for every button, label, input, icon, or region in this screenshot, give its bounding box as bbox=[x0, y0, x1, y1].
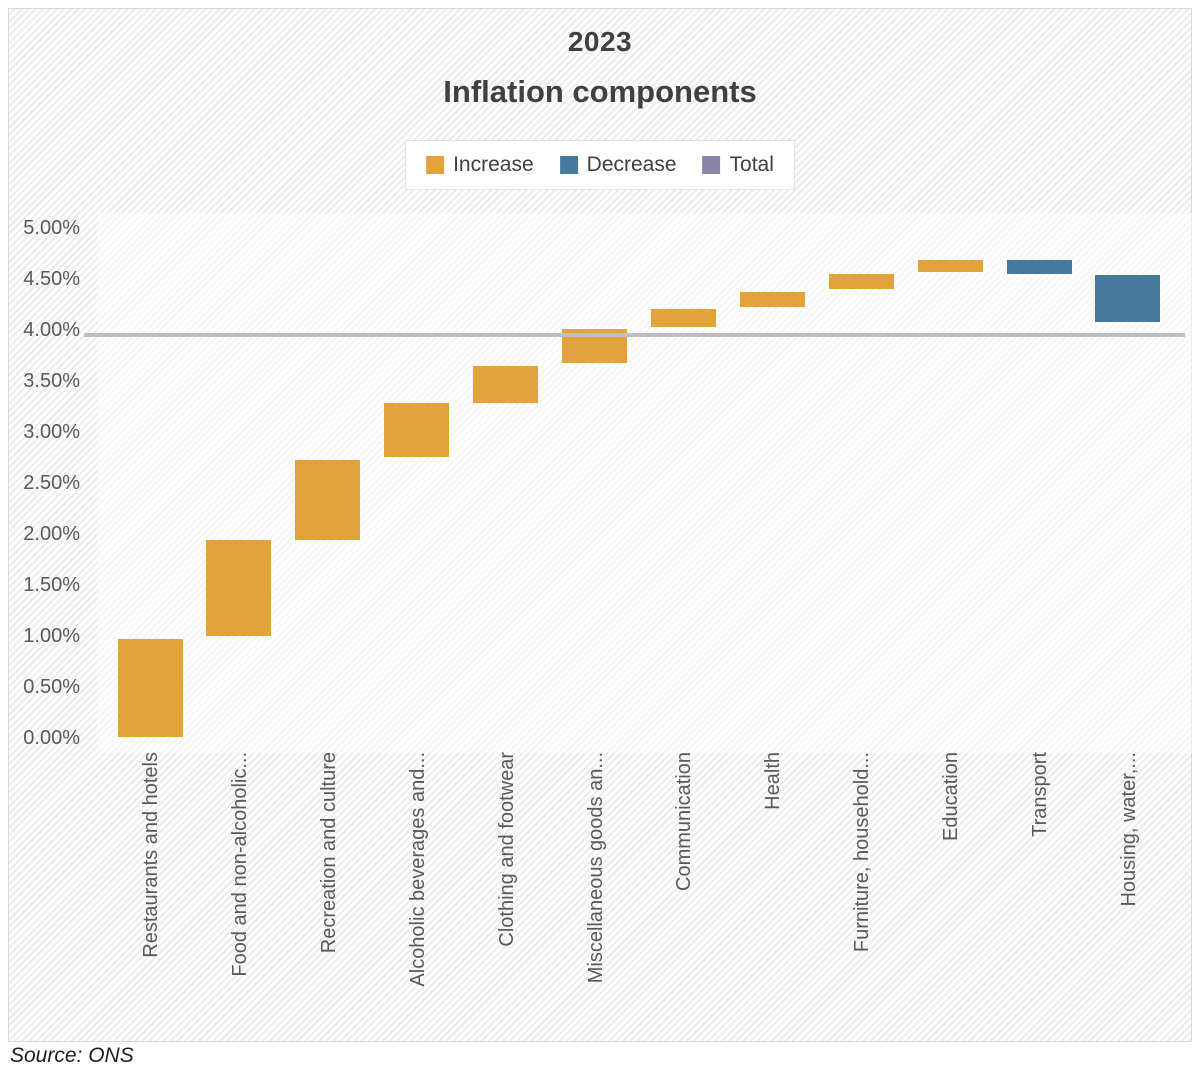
y-axis-tick-label: 0.50% bbox=[23, 676, 80, 698]
x-axis-label-communication: Communication bbox=[673, 752, 696, 891]
waterfall-bar-food-and-non-alcoholic bbox=[206, 540, 272, 636]
x-axis-label-miscellaneous-goods-an: Miscellaneous goods an... bbox=[584, 752, 607, 984]
source-caption: Source: ONS bbox=[10, 1044, 134, 1067]
legend-label-total: Total bbox=[729, 153, 774, 176]
legend-label-increase: Increase bbox=[453, 153, 534, 176]
legend-label-decrease: Decrease bbox=[586, 153, 677, 176]
y-axis-tick-label: 4.50% bbox=[23, 268, 80, 290]
waterfall-bar-furniture-household bbox=[828, 273, 894, 290]
y-axis-tick-label: 1.50% bbox=[23, 574, 80, 596]
legend-swatch-total bbox=[702, 156, 721, 174]
y-axis-tick-label: 4.00% bbox=[23, 319, 80, 341]
legend-swatch-decrease bbox=[559, 156, 578, 174]
y-axis-tick-label: 5.00% bbox=[23, 217, 80, 239]
x-axis-label-clothing-and-footwear: Clothing and footwear bbox=[495, 752, 518, 947]
x-axis-label-education: Education bbox=[940, 752, 963, 841]
y-axis-tick-label: 1.00% bbox=[23, 625, 80, 647]
x-axis-label-alcoholic-beverages-and: Alcoholic beverages and... bbox=[406, 752, 429, 987]
y-axis-tick-label: 0.00% bbox=[23, 727, 80, 749]
legend-item-increase: Increase bbox=[426, 153, 534, 177]
chart-subtitle: Inflation components bbox=[443, 74, 757, 109]
total-reference-line bbox=[84, 333, 1185, 338]
waterfall-bar-education bbox=[917, 259, 983, 272]
y-axis-tick-label: 2.50% bbox=[23, 472, 80, 494]
waterfall-bar-communication bbox=[650, 308, 716, 327]
x-axis-label-recreation-and-culture: Recreation and culture bbox=[317, 752, 340, 954]
x-axis-label-furniture-household: Furniture, household... bbox=[851, 752, 874, 953]
waterfall-bar-alcoholic-beverages-and bbox=[384, 403, 450, 458]
chart-legend: Increase Decrease Total bbox=[405, 140, 795, 190]
waterfall-bar-clothing-and-footwear bbox=[473, 365, 539, 404]
chart-title: 2023 bbox=[567, 26, 633, 57]
y-axis-tick-label: 2.00% bbox=[23, 523, 80, 545]
x-axis-label-transport: Transport bbox=[1029, 752, 1051, 837]
y-axis-tick-label: 3.50% bbox=[23, 370, 80, 392]
x-axis-label-health: Health bbox=[762, 752, 785, 810]
waterfall-bar-recreation-and-culture bbox=[295, 459, 361, 541]
waterfall-bar-restaurants-and-hotels bbox=[117, 639, 183, 737]
x-axis-label-restaurants-and-hotels: Restaurants and hotels bbox=[140, 752, 162, 958]
waterfall-bar-housing-water bbox=[1095, 274, 1161, 322]
y-axis-tick-label: 3.00% bbox=[23, 421, 80, 443]
legend-item-decrease: Decrease bbox=[559, 153, 677, 177]
legend-swatch-increase bbox=[426, 156, 445, 174]
x-axis-label-housing-water: Housing, water,... bbox=[1117, 752, 1140, 907]
plot-area-background bbox=[97, 213, 1194, 753]
legend-item-total: Total bbox=[702, 153, 774, 177]
waterfall-bar-transport bbox=[1006, 259, 1072, 274]
x-axis-label-food-and-non-alcoholic: Food and non-alcoholic... bbox=[228, 752, 251, 977]
waterfall-bar-health bbox=[739, 292, 805, 307]
